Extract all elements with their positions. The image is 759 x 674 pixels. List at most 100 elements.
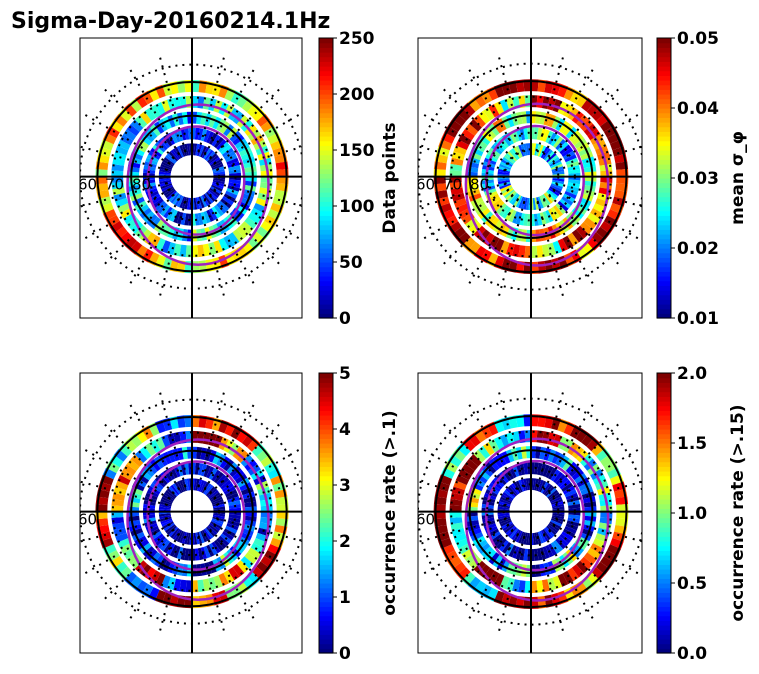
heatmap-cell [173, 211, 181, 224]
colorbar-segment [657, 527, 671, 533]
heatmap-cell [555, 453, 566, 466]
latitude-label: 70 [443, 176, 462, 194]
heatmap-cell [213, 513, 226, 517]
colorbar-segment [319, 415, 333, 421]
heatmap-cell [512, 244, 521, 258]
heatmap-cell [211, 498, 224, 505]
heatmap-cell [127, 166, 140, 173]
colorbar-segment [657, 210, 671, 216]
heatmap-cell [550, 518, 563, 525]
heatmap-cell [455, 474, 470, 485]
heatmap-cell [600, 176, 613, 183]
heatmap-cell [531, 245, 538, 259]
heatmap-cell [213, 471, 224, 484]
heatmap-cell [160, 163, 173, 170]
heatmap-cell [481, 211, 494, 223]
latitude-label: 80 [470, 176, 489, 194]
heatmap-cell [557, 201, 569, 212]
colorbar-tick-label: 3 [339, 476, 351, 496]
heatmap-cell [159, 516, 172, 522]
dotted-radial [203, 532, 255, 620]
colorbar-segment [319, 387, 333, 393]
heatmap-cell [571, 469, 584, 481]
axes-frame [79, 37, 303, 319]
heatmap-cell [179, 579, 187, 593]
heatmap-cell [513, 481, 522, 494]
heatmap-cell [186, 532, 191, 545]
colorbar-segment [319, 56, 333, 62]
heatmap-cell [564, 526, 577, 535]
heatmap-cell [458, 469, 472, 481]
colorbar-segment [319, 112, 333, 118]
heatmap-cell [143, 514, 156, 520]
heatmap-cell [535, 111, 542, 124]
oval-inner [146, 125, 246, 236]
heatmap-cell [139, 207, 152, 219]
colorbar-segment [657, 475, 671, 481]
colorbar-tick-label: 0.04 [677, 99, 719, 119]
colorbar-tick-label: 1.5 [677, 434, 707, 454]
colorbar-segment [657, 597, 671, 603]
heatmap-cell [244, 166, 257, 173]
heatmap-cell [581, 189, 595, 197]
heatmap-cell [208, 132, 218, 145]
heatmap-cell [451, 192, 465, 202]
heatmap-cell [523, 548, 529, 561]
dotted-radial [442, 422, 514, 495]
dotted-radial [80, 145, 169, 172]
colorbar-segment [319, 178, 333, 184]
heatmap-cell [580, 486, 594, 496]
heatmap-cell [547, 489, 559, 499]
colorbar-tick-label: 1.0 [677, 504, 707, 524]
heatmap-cell [139, 446, 152, 460]
heatmap-cell [160, 183, 173, 190]
heatmap-cell [179, 196, 186, 209]
heatmap-cell [157, 474, 168, 486]
colorbar-segment [319, 433, 333, 439]
heatmap-cell [181, 446, 188, 460]
colorbar-segment [319, 192, 333, 198]
heatmap-cell [449, 517, 463, 525]
heatmap-cell [548, 522, 560, 532]
heatmap-cell [576, 142, 590, 153]
dotted-radial [542, 198, 595, 286]
heatmap-cell [192, 111, 198, 124]
heatmap-cell [218, 238, 229, 252]
heatmap-cell [195, 478, 200, 491]
heatmap-cell [568, 179, 581, 185]
heatmap-cell [502, 522, 514, 532]
heatmap-cell [537, 196, 544, 209]
colorbar-segment [319, 466, 333, 472]
heatmap-cell [568, 514, 581, 520]
heatmap-cell [465, 501, 479, 508]
heatmap-cell [226, 549, 238, 561]
dotted-radial [215, 182, 302, 208]
colorbar-segment [319, 234, 333, 240]
heatmap-cell [524, 580, 531, 594]
heatmap-cell [198, 480, 205, 492]
heatmap-cell [510, 447, 519, 461]
colorbar-segment [657, 154, 671, 160]
heatmap-cell [531, 446, 537, 459]
heatmap-cell [587, 547, 601, 560]
heatmap-cell [458, 134, 472, 146]
heatmap-cell [451, 527, 465, 537]
colorbar-segment [657, 248, 671, 254]
colorbar-segment [319, 262, 333, 268]
dotted-radial [203, 69, 255, 156]
colorbar-segment [319, 452, 333, 458]
heatmap-cell [531, 111, 537, 124]
heatmap-cell [584, 506, 597, 512]
heatmap-cell [465, 171, 478, 177]
heatmap-cell [132, 196, 145, 207]
heatmap-cell [472, 535, 486, 546]
colorbar-segment [657, 541, 671, 547]
heatmap-cell [568, 465, 581, 477]
dotted-radial [422, 188, 510, 240]
heatmap-cell [186, 564, 192, 577]
heatmap-cell [186, 446, 192, 459]
heatmap-cell [494, 101, 505, 115]
colorbar-segment [319, 578, 333, 584]
colorbar-segment [657, 52, 671, 58]
colorbar-segment [657, 471, 671, 477]
